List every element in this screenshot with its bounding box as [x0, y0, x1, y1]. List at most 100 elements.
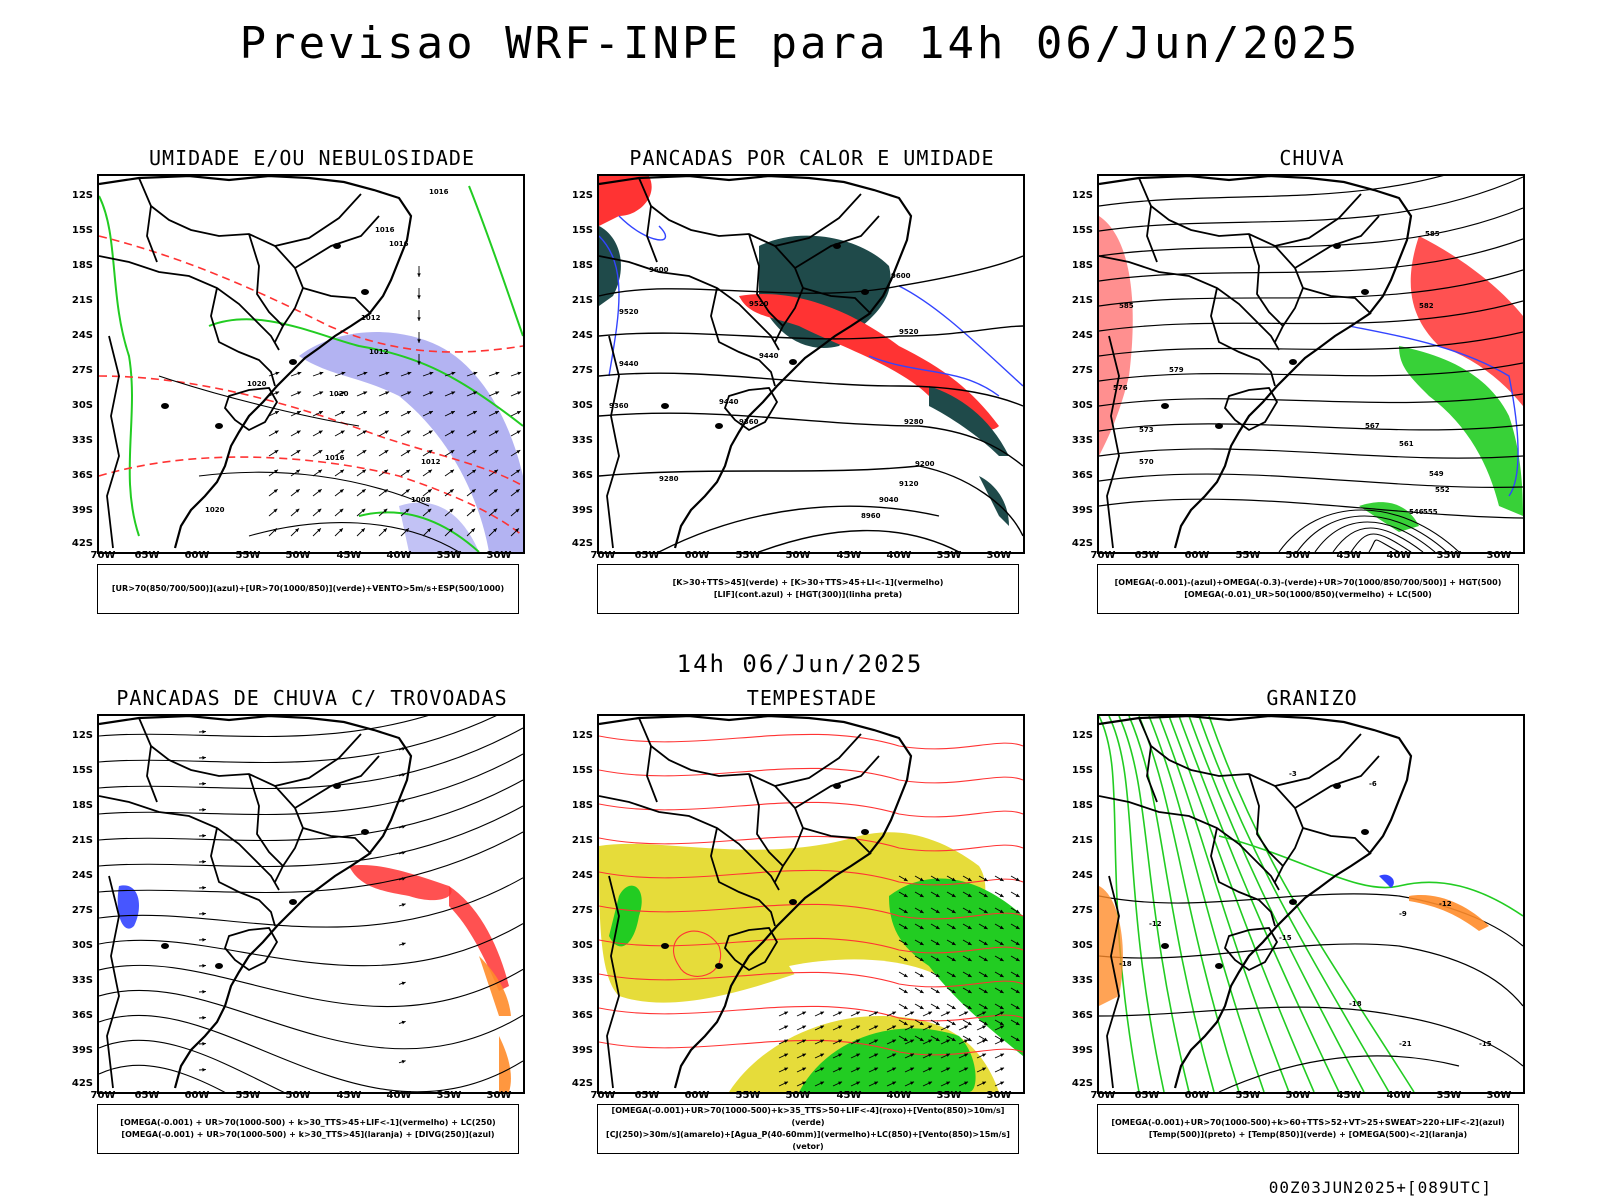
vector-head [493, 489, 498, 493]
wind-vector [978, 907, 988, 914]
political-border [106, 335, 120, 549]
political-border [774, 733, 862, 787]
geopotential-height-contour [1099, 238, 1523, 282]
vector-head [999, 957, 1004, 961]
lake-marker [1361, 829, 1369, 835]
wind-vector [994, 1019, 1004, 1026]
wind-vector [940, 1081, 951, 1087]
vector-head [471, 508, 476, 513]
wind-vector [850, 1039, 861, 1045]
political-border [138, 717, 304, 883]
lake-marker [289, 899, 297, 905]
vector-head [903, 1037, 908, 1041]
lat-tick-label: 42S [571, 538, 593, 549]
vector-head [983, 1021, 988, 1025]
vector-head [273, 528, 277, 533]
vector-head [919, 973, 924, 977]
vector-head [874, 1081, 879, 1085]
lake-marker [1161, 403, 1169, 409]
vector-head [517, 371, 522, 376]
lat-tick-label: 36S [1071, 470, 1093, 481]
wind-vector [444, 449, 455, 457]
vector-head [982, 1067, 987, 1071]
contour-value-label: 576 [1113, 384, 1128, 392]
vector-head [361, 528, 365, 533]
vector-head [273, 489, 278, 493]
wind-vector [268, 410, 280, 417]
wind-vector [1010, 891, 1020, 898]
political-border [274, 193, 362, 247]
vector-head [1000, 1011, 1005, 1015]
political-border [1210, 827, 1276, 927]
wind-vector [898, 907, 908, 914]
geopotential-height-contour [1099, 300, 1523, 332]
vector-head [494, 469, 499, 474]
vector-head [967, 957, 972, 961]
wind-vector [796, 1011, 807, 1017]
lat-tick-label: 15S [1071, 765, 1093, 776]
wind-vector [978, 971, 988, 978]
contour-value-label: 1016 [389, 240, 409, 248]
vector-head [297, 371, 302, 376]
political-border [138, 177, 304, 343]
wind-vector [444, 410, 456, 417]
vector-head [319, 391, 324, 395]
wind-vector [898, 1019, 908, 1026]
political-border [302, 287, 372, 315]
wind-vector [994, 1039, 1005, 1045]
lat-tick-label: 18S [571, 260, 593, 271]
political-border [638, 717, 804, 883]
vector-head [450, 430, 455, 434]
vector-head [935, 973, 940, 977]
vector-head [401, 1060, 406, 1064]
vector-head [802, 1039, 807, 1043]
lat-tick-label: 39S [71, 505, 93, 516]
vector-head [856, 1081, 861, 1085]
temp-850-contour [1158, 716, 1290, 1092]
vector-head [405, 489, 410, 493]
wind-vector [958, 1053, 969, 1059]
temp-500-contour [1099, 893, 1523, 947]
wind-vector [268, 488, 278, 497]
vector-head [983, 941, 988, 945]
political-border [1146, 205, 1158, 263]
political-border [638, 177, 804, 343]
contour-value-label: 546 [1409, 508, 1424, 516]
contour-value-label: 570 [1139, 458, 1154, 466]
vector-head [494, 430, 499, 434]
wind-vector [290, 469, 301, 477]
contour-value-label: -6 [1369, 780, 1377, 788]
wind-vector [978, 987, 988, 994]
contour-value-label: 573 [1139, 426, 1154, 434]
wind-vector [422, 508, 432, 517]
geopotential-height-contour [1099, 362, 1523, 382]
instability-area [599, 226, 621, 306]
wind-vector [994, 971, 1004, 978]
wind-vector [422, 371, 434, 377]
vector-head [361, 508, 366, 513]
vector-head [1015, 941, 1020, 945]
wind-vector [904, 1011, 915, 1017]
wind-vector [978, 875, 988, 882]
wind-vector [994, 907, 1004, 914]
wind-vector [510, 430, 521, 437]
wind-vector [268, 449, 279, 457]
vector-head [856, 1067, 861, 1071]
lat-tick-label: 27S [71, 365, 93, 376]
vector-head [340, 469, 345, 474]
streamline-arrow [398, 1020, 406, 1025]
contour-value-label: 552 [1435, 486, 1450, 494]
lon-tick-label: 65W [134, 1090, 160, 1101]
vector-head [892, 1053, 897, 1057]
wind-vector [962, 971, 972, 978]
wind-vector [978, 891, 988, 898]
vector-head [517, 391, 522, 395]
wind-vector [832, 1067, 843, 1073]
wind-vector [400, 449, 411, 457]
wind-vector [994, 923, 1004, 930]
geopotential-height-contour [1368, 539, 1400, 552]
contour-value-label: 1012 [421, 458, 441, 466]
wind-vector [898, 1003, 908, 1010]
wind-vector [796, 1067, 807, 1073]
wind-vector [400, 410, 412, 417]
